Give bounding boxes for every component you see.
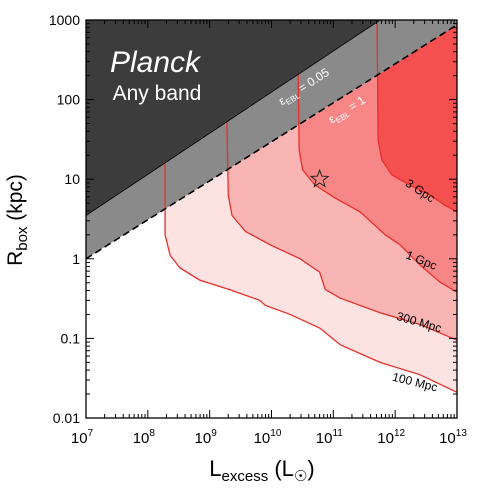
x-label-end: ) [307, 456, 314, 481]
contour-line [226, 120, 458, 341]
x-tick-base: 10 [71, 430, 88, 447]
contour-line [376, 21, 458, 213]
contour-line [297, 73, 458, 293]
y-label-sub: box [14, 226, 31, 251]
limit-band [86, 20, 457, 259]
y-tick-label: 1 [72, 251, 80, 267]
x-tick-base: 10 [439, 430, 456, 447]
x-tick-base: 10 [195, 430, 212, 447]
x-tick-exponent: 11 [332, 428, 343, 439]
y-tick-label: 1000 [49, 12, 80, 28]
x-tick-label: 109 [195, 428, 218, 447]
x-tick-exponent: 12 [394, 428, 406, 439]
y-tick-label: 0.1 [61, 330, 81, 346]
x-tick-label: 1012 [377, 428, 405, 447]
x-tick-exponent: 9 [211, 428, 217, 439]
x-label-rest: (L [268, 456, 294, 481]
star-marker [309, 168, 330, 188]
x-tick-base: 10 [133, 430, 150, 447]
x-label-main: L [209, 456, 221, 481]
x-tick-exponent: 8 [149, 428, 155, 439]
x-tick-exponent: 13 [456, 428, 468, 439]
x-tick-exponent: 10 [270, 428, 282, 439]
x-tick-label: 107 [71, 428, 94, 447]
y-label-main: R [4, 251, 27, 266]
x-tick-label: 108 [133, 428, 156, 447]
x-tick-label: 1011 [316, 428, 344, 447]
limit-line [85, 24, 458, 260]
y-tick-label: 10 [64, 171, 80, 187]
x-tick-label: 1013 [439, 428, 467, 447]
y-tick-label: 100 [57, 92, 81, 108]
x-tick-label: 1010 [254, 428, 282, 447]
contour-line [164, 162, 458, 393]
x-label-sub: excess [222, 468, 269, 485]
excluded-label: Planck [110, 46, 202, 79]
x-tick-base: 10 [377, 430, 394, 447]
excluded-sublabel: Any band [113, 82, 202, 105]
x-label-symbol: ☉ [294, 468, 307, 485]
x-axis-label: Lexcess (L☉) [209, 456, 314, 485]
y-tick-label: 0.01 [53, 410, 80, 426]
y-label-rest: (kpc) [4, 174, 27, 227]
x-tick-base: 10 [316, 430, 333, 447]
y-axis-label: Rbox (kpc) [4, 174, 31, 266]
x-tick-exponent: 7 [88, 428, 94, 439]
region-fill [377, 24, 457, 212]
x-tick-base: 10 [254, 430, 271, 447]
